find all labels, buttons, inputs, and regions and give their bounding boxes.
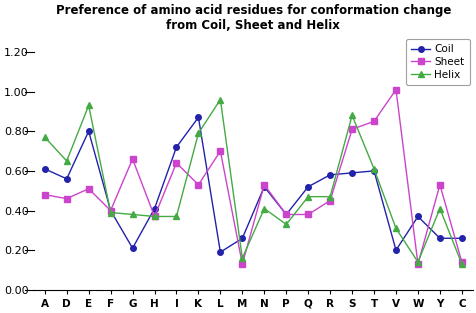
Coil: [283, 213, 288, 216]
Coil: [436, 236, 442, 240]
Helix: [327, 195, 332, 198]
Sheet: [217, 149, 223, 153]
Helix: [64, 159, 69, 163]
Sheet: [327, 199, 332, 203]
Sheet: [458, 260, 464, 264]
Coil: [42, 167, 48, 171]
Sheet: [129, 157, 135, 161]
Line: Helix: Helix: [41, 96, 465, 268]
Helix: [458, 262, 464, 266]
Coil: [151, 207, 157, 210]
Sheet: [42, 193, 48, 197]
Helix: [195, 131, 201, 135]
Coil: [348, 171, 354, 175]
Sheet: [261, 183, 267, 187]
Helix: [129, 213, 135, 216]
Coil: [414, 215, 420, 218]
Helix: [436, 207, 442, 210]
Helix: [42, 135, 48, 139]
Coil: [239, 236, 245, 240]
Sheet: [305, 213, 310, 216]
Coil: [305, 185, 310, 189]
Title: Preference of amino acid residues for conformation change
from Coil, Sheet and H: Preference of amino acid residues for co…: [56, 4, 450, 32]
Coil: [392, 248, 398, 252]
Sheet: [64, 197, 69, 201]
Coil: [370, 169, 376, 173]
Coil: [458, 236, 464, 240]
Helix: [173, 215, 179, 218]
Helix: [414, 260, 420, 264]
Helix: [370, 167, 376, 171]
Sheet: [195, 183, 201, 187]
Sheet: [392, 88, 398, 91]
Coil: [217, 250, 223, 254]
Helix: [217, 98, 223, 101]
Line: Sheet: Sheet: [42, 87, 464, 267]
Sheet: [348, 127, 354, 131]
Sheet: [414, 262, 420, 266]
Helix: [305, 195, 310, 198]
Sheet: [436, 183, 442, 187]
Sheet: [283, 213, 288, 216]
Coil: [173, 145, 179, 149]
Helix: [86, 104, 91, 107]
Sheet: [86, 187, 91, 191]
Sheet: [108, 209, 113, 213]
Sheet: [239, 262, 245, 266]
Sheet: [173, 161, 179, 165]
Sheet: [370, 120, 376, 123]
Coil: [261, 185, 267, 189]
Coil: [86, 129, 91, 133]
Helix: [261, 207, 267, 210]
Helix: [392, 227, 398, 230]
Coil: [108, 209, 113, 213]
Coil: [327, 173, 332, 177]
Coil: [195, 115, 201, 119]
Helix: [283, 223, 288, 226]
Helix: [151, 215, 157, 218]
Coil: [129, 246, 135, 250]
Helix: [108, 211, 113, 214]
Legend: Coil, Sheet, Helix: Coil, Sheet, Helix: [406, 39, 469, 85]
Sheet: [151, 215, 157, 218]
Line: Coil: Coil: [42, 115, 464, 255]
Helix: [348, 114, 354, 117]
Coil: [64, 177, 69, 181]
Helix: [239, 256, 245, 260]
